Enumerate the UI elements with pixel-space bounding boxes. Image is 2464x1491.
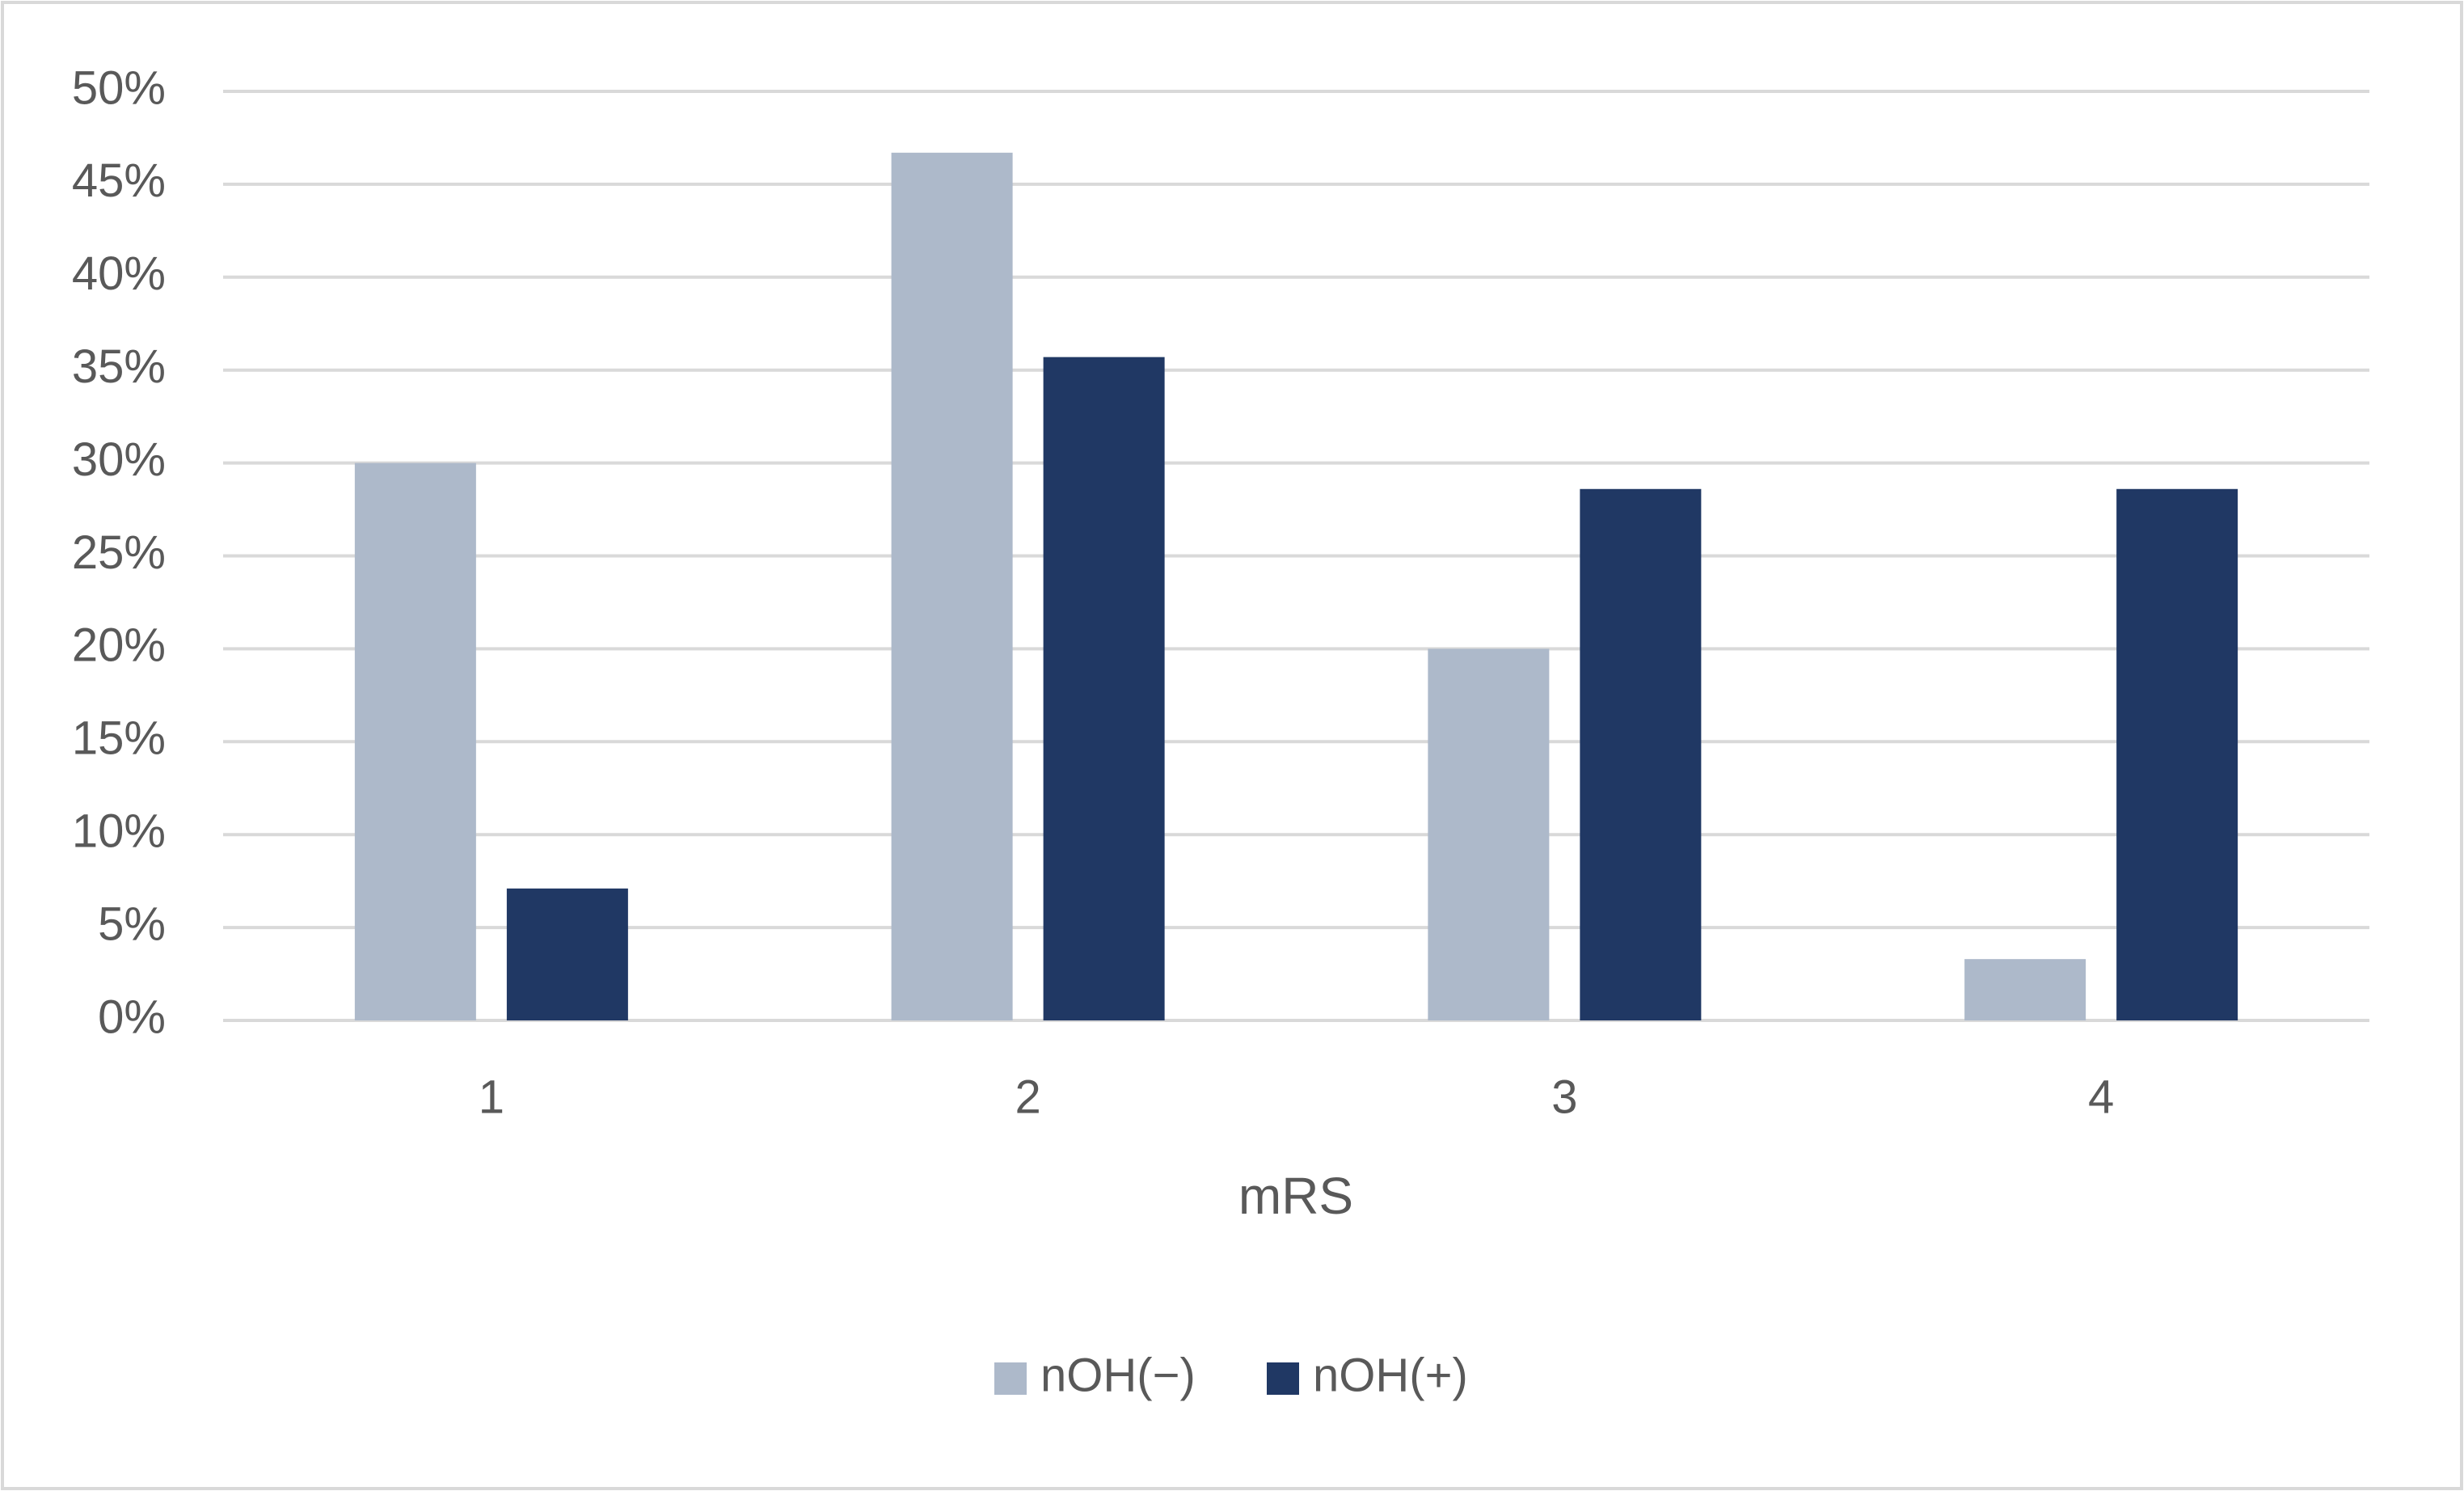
bar	[1964, 959, 2086, 1020]
y-tick-label: 5%	[98, 898, 166, 950]
bar	[354, 463, 476, 1020]
y-tick-label: 20%	[72, 619, 166, 672]
legend-swatch	[994, 1362, 1027, 1395]
y-tick-label: 30%	[72, 433, 166, 486]
y-tick-label: 25%	[72, 526, 166, 579]
y-tick-label: 40%	[72, 247, 166, 300]
y-tick-label: 35%	[72, 340, 166, 393]
legend-label: nOH(−)	[1040, 1349, 1196, 1401]
x-tick-label: 4	[2088, 1071, 2114, 1123]
x-tick-label: 2	[1015, 1071, 1040, 1123]
legend-swatch	[1267, 1362, 1299, 1395]
bar	[1428, 648, 1550, 1020]
legend-label: nOH(+)	[1313, 1349, 1468, 1401]
y-tick-label: 10%	[72, 805, 166, 858]
y-tick-label: 45%	[72, 154, 166, 207]
x-tick-label: 1	[479, 1071, 504, 1123]
bar	[1580, 488, 1702, 1020]
y-tick-label: 15%	[72, 712, 166, 765]
bar	[1043, 357, 1165, 1020]
y-tick-label: 50%	[72, 61, 166, 114]
bar	[891, 152, 1013, 1021]
bar	[506, 888, 628, 1020]
x-axis-title: mRS	[1238, 1167, 1353, 1225]
x-tick-label: 3	[1551, 1071, 1577, 1123]
y-tick-label: 0%	[98, 990, 166, 1043]
bar	[2116, 488, 2238, 1020]
